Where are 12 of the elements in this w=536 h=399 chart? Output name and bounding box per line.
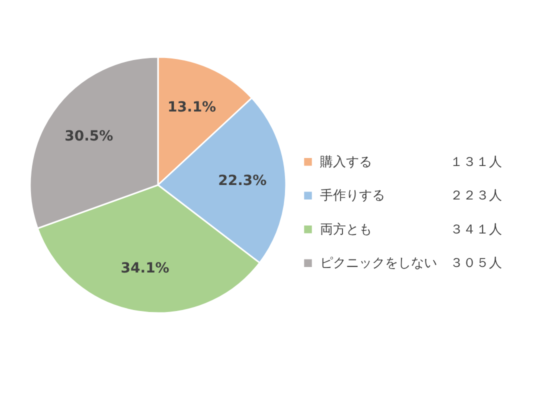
text: １３１人 <box>450 154 502 170</box>
legend-label: 手作りする <box>320 188 385 204</box>
legend-label: 購入する <box>320 154 372 170</box>
legend-label: ピクニックをしない <box>320 256 437 272</box>
data-label: 13.1% <box>168 100 216 116</box>
legend-label: 両方とも <box>320 221 372 238</box>
data-label: 22.3% <box>218 173 267 190</box>
text: ３４１人 <box>450 222 502 238</box>
text: ２２３人 <box>450 188 502 204</box>
data-label: 34.1% <box>120 260 170 276</box>
data-label: 30.5% <box>64 128 114 144</box>
text: ３０５人 <box>450 256 502 272</box>
